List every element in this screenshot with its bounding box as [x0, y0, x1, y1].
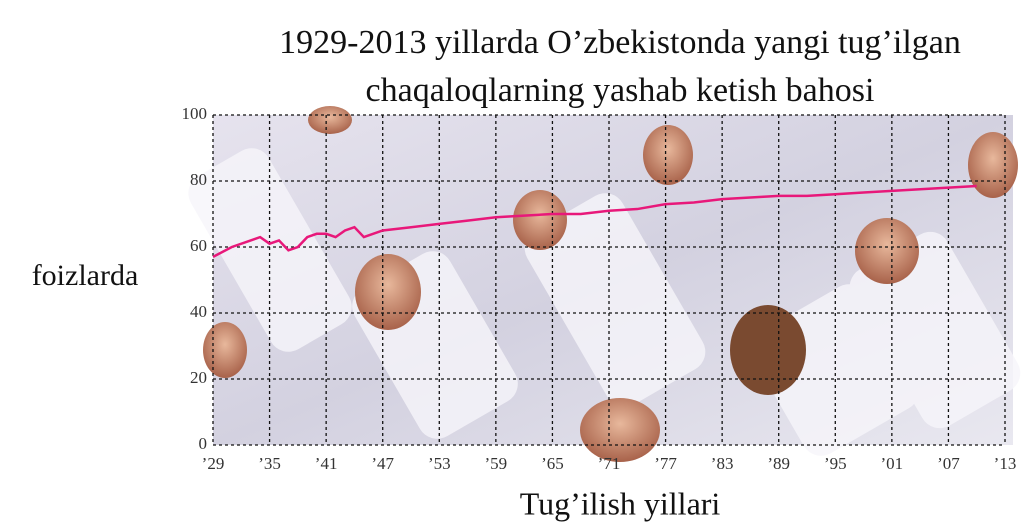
data-line: [212, 184, 977, 259]
x-tick-label: ’35: [258, 454, 281, 473]
y-tick-label: 100: [182, 104, 208, 123]
x-tick-label: ’13: [994, 454, 1017, 473]
x-tick-label: ’65: [541, 454, 564, 473]
x-tick-label: ’95: [824, 454, 847, 473]
x-tick-label: ’01: [881, 454, 904, 473]
chart-title: chaqaloqlarning yashab ketish bahosi: [366, 72, 875, 109]
y-tick-label: 80: [190, 170, 207, 189]
x-tick-label: ’47: [371, 454, 394, 473]
chart-title: 1929-2013 yillarda O’zbekistonda yangi t…: [279, 24, 961, 61]
x-tick-label: ’71: [598, 454, 621, 473]
y-tick-label: 0: [199, 434, 208, 453]
y-tick-label: 20: [190, 368, 207, 387]
background-photo: [188, 106, 1021, 462]
x-tick-label: ’41: [315, 454, 338, 473]
x-tick-label: ’89: [767, 454, 790, 473]
y-tick-label: 60: [190, 236, 207, 255]
x-axis-label: Tug’ilish yillari: [520, 485, 721, 521]
x-tick-label: ’83: [711, 454, 734, 473]
x-tick-label: ’59: [485, 454, 508, 473]
x-tick-label: ’77: [654, 454, 677, 473]
x-tick-label: ’07: [937, 454, 960, 473]
y-tick-label: 40: [190, 302, 207, 321]
y-axis-label: foizlarda: [32, 259, 139, 292]
x-tick-label: ’29: [202, 454, 225, 473]
x-tick-label: ’53: [428, 454, 451, 473]
